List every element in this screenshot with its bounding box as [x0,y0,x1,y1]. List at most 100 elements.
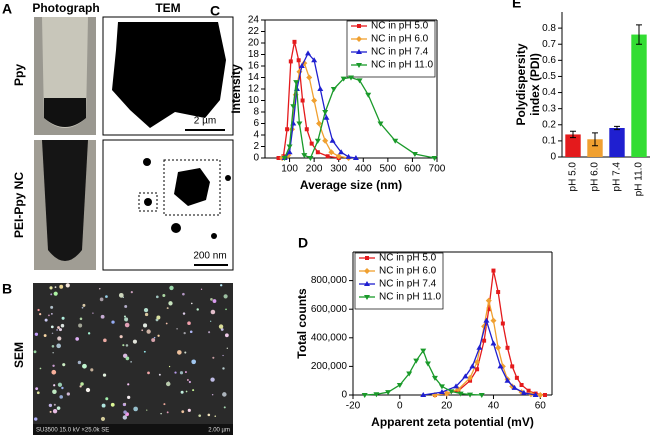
sem-particle [50,293,53,296]
sem-particle [210,320,212,322]
sem-particle [210,377,215,382]
sem-particle [190,302,193,305]
sem-particle [187,321,191,326]
marker [311,97,318,104]
legend-box [346,20,436,78]
sem-particle [85,387,91,393]
x-tick-label: 60 [535,401,547,412]
panel-letter: D [298,235,308,251]
sem-particle [200,288,203,290]
legend-label: NC in pH 11.0 [379,292,442,303]
x-axis-label: Average size (nm) [300,178,402,192]
marker [483,317,490,323]
sem-particle [111,320,115,324]
sem-particle [222,354,224,357]
sem-particle [82,363,87,369]
y-tick-label: 0.5 [542,71,556,82]
y-tick-label: 16 [248,61,260,72]
sem-particle [147,371,150,375]
y-tick-label: 18 [248,49,260,60]
marker [514,375,519,380]
sem-particle [53,384,56,387]
sem-particle [198,414,202,418]
marker [296,58,301,63]
sem-particle [57,326,60,329]
marker [431,156,438,161]
legend-label: NC in pH 6.0 [379,266,437,277]
sem-particle [122,415,128,420]
marker [330,87,337,92]
marker [495,344,502,351]
sem-particle [100,314,105,319]
sem-particle [122,353,128,358]
sem-particle [52,389,57,394]
panel-letter: C [210,3,220,19]
sem-particle [124,304,128,308]
marker [348,75,354,81]
sem-particle [179,371,184,375]
y-tick-label: 400,000 [311,332,348,343]
marker [322,137,329,144]
marker [462,373,469,379]
marker [392,138,399,144]
marker [325,154,330,159]
marker [448,389,455,395]
sem-particle [61,316,65,320]
legend-label: NC in pH 7.4 [379,279,437,290]
marker [317,86,324,91]
sem-particle [166,307,169,310]
sem-particle [185,390,188,393]
sem-particle [37,308,40,312]
marker [316,120,323,127]
sem-particle [183,331,186,335]
legend-label: NC in pH 6.0 [371,34,429,45]
y-axis-label: index (PDI) [528,53,542,116]
sem-particle [143,307,149,313]
marker [285,127,290,132]
y-tick-label: 0.3 [542,103,556,114]
marker [309,141,314,146]
marker [467,392,474,398]
marker [469,363,476,369]
y-axis-label: Total counts [295,288,309,359]
marker [500,321,505,326]
legend-marker [364,281,370,286]
sem-particle [188,380,191,384]
y-tick-label: 0.4 [542,87,556,98]
marker [420,392,427,397]
sem-particle [39,313,42,316]
sem-particle [99,297,104,302]
sem-particle [212,356,215,359]
sem-particle [60,323,65,328]
marker [510,364,515,369]
marker [276,156,281,160]
y-tick-label: 0.8 [542,23,556,34]
sem-particle [184,371,187,373]
sem-particle [165,322,168,325]
sem-particle [125,356,130,361]
sem-particle [144,312,149,317]
bar [565,134,581,157]
marker [306,74,313,81]
sem-particle [103,338,107,343]
sem-particle [59,395,63,399]
sem-particle [87,332,91,335]
sem-particle [141,329,144,332]
sem-particle [153,336,156,339]
marker [424,361,431,367]
sem-particle [123,410,127,414]
sem-particle [43,334,47,337]
marker [475,367,480,372]
y-tick-label: 0.6 [542,55,556,66]
sem-particle [177,350,182,355]
marker [296,121,303,127]
y-tick-label: 8 [253,107,259,118]
sem-particle [186,378,189,381]
marker [443,390,450,397]
row-title: Ppy [12,64,26,86]
sem-particle [51,312,53,315]
y-tick-label: 24 [248,15,260,26]
marker [420,348,427,354]
y-tick-label: 0 [550,152,556,163]
sem-particle [100,416,106,421]
